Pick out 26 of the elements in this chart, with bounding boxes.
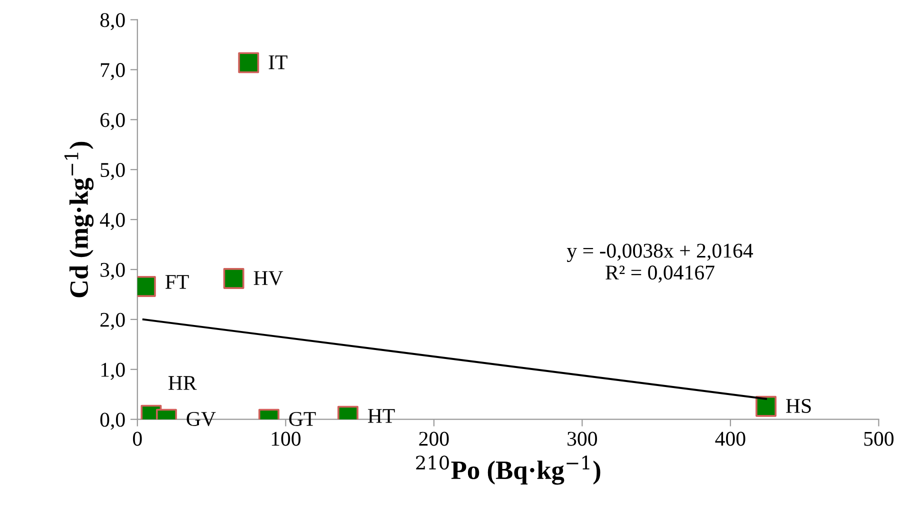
- y-tick-label: 6,0: [100, 113, 125, 130]
- x-tick-label: 0: [132, 432, 142, 446]
- y-tick-label: 4,0: [100, 212, 125, 230]
- y-tick-label: 2,0: [100, 312, 125, 330]
- annotation: IT: [268, 55, 288, 70]
- annotation: GT: [289, 412, 316, 426]
- x-tick-label: 300: [568, 432, 598, 446]
- y-tick-label: 5,0: [100, 162, 125, 180]
- y-tick-label: 0,0: [100, 412, 125, 430]
- x-tick-label: 400: [715, 432, 746, 446]
- annotation: HT: [368, 409, 395, 423]
- x-tick-label: 100: [272, 432, 300, 446]
- y-tick-label: 7,0: [100, 63, 125, 80]
- annotation: y = -0,0038x + 2,0164 R² = 0,04167: [566, 244, 754, 283]
- x-tick-label: 500: [864, 432, 894, 446]
- annotation: HS: [786, 398, 811, 413]
- annotation: GV: [186, 412, 216, 426]
- y-tick-label: 8,0: [100, 13, 125, 30]
- x-tick-label: 200: [419, 432, 449, 446]
- annotation: HV: [254, 271, 284, 286]
- x-axis-title: $^{210}$Po (Bq·kg$^{−1}$): [416, 456, 600, 485]
- y-tick-label: 1,0: [101, 362, 125, 380]
- y-axis-title: Cd (mg·kg$^{−1}$): [64, 142, 94, 298]
- annotation: HR: [168, 376, 197, 390]
- y-tick-label: 3,0: [100, 262, 125, 280]
- annotation: FT: [165, 275, 189, 289]
